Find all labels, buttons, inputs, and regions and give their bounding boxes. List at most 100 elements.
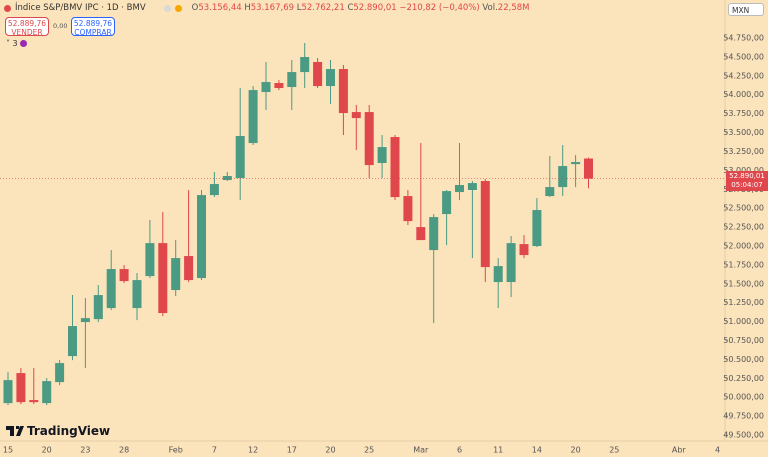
candle-body [68,326,77,357]
y-tick-label: 53.750,00 [723,109,764,118]
candle-body [184,256,194,281]
sell-button[interactable]: 52.889,76 VENDER [5,17,49,37]
ohlc: O53.156,44 H53.167,69 L52.762,21 C52.890… [192,3,530,13]
x-tick-label: Feb [169,446,183,455]
candle-body [248,90,258,144]
y-tick-label: 54.000,00 [723,90,764,99]
x-tick-label: 25 [364,446,374,455]
candle-body [558,166,568,188]
ohlc-value: 52.890,01 [353,3,397,13]
candle-body [145,243,155,277]
y-tick-label: 50.250,00 [723,374,764,383]
ohlc-key: H [244,3,251,13]
candle-body [209,184,219,196]
candle-body [29,400,39,403]
candle-body [429,217,439,251]
candle-body [261,82,271,93]
candle-body [55,363,65,383]
status-dot [163,4,171,12]
y-tick-label: 52.500,00 [723,204,764,213]
candle-body [584,158,593,179]
y-tick-label: 52.000,00 [723,241,764,250]
candle-body [467,183,477,191]
candle-body [119,269,129,282]
y-tick-label: 54.750,00 [723,34,764,43]
indicators-toggle[interactable]: ˅ 3 [6,39,28,48]
symbol-title[interactable]: Índice S&P/BMV IPC · 1D · BMV [15,3,146,13]
x-tick-label: Mar [413,446,429,455]
indicator-count: 3 [12,39,18,48]
brand-logo[interactable]: TradingView [6,424,110,438]
candle-body [519,244,529,256]
candle-body [480,181,490,268]
volume-key: Vol. [482,3,498,13]
brand-mark [6,426,24,436]
ohlc-key: L [296,3,302,13]
y-tick-label: 54.500,00 [723,52,764,61]
candle-body [197,195,206,279]
y-tick-label: 50.500,00 [723,355,764,364]
x-tick-label: 6 [457,446,462,455]
countdown: 05:04:07 [731,180,763,189]
x-tick-label: 12 [248,446,258,455]
x-tick-label: 15 [3,446,13,455]
candle-body [222,176,232,181]
y-tick-label: 52.250,00 [723,223,764,232]
indicator-icon [20,40,28,47]
candle-body [3,380,13,404]
x-tick-label: 17 [287,446,297,455]
y-tick-label: 50.750,00 [723,336,764,345]
candle-body [106,269,116,309]
header: Índice S&P/BMV IPC · 1D · BMV O53.156,44… [4,3,529,13]
candle-body [403,196,413,222]
candle-body [235,136,245,179]
volume: 22,58M [497,3,530,13]
currency[interactable]: MXN [728,3,764,16]
status-dot [174,4,182,12]
candle-body [93,295,103,320]
x-tick-label: 25 [609,446,619,455]
y-tick-label: 51.500,00 [723,279,764,288]
y-tick-label: 54.250,00 [723,71,764,80]
brand-text: TradingView [27,424,111,438]
y-tick-label: 51.750,00 [723,260,764,269]
candle-body [532,210,542,247]
y-tick-label: 53.500,00 [723,128,764,137]
last-price: 52.890,01 [729,171,765,180]
candle-body [80,318,90,323]
candle-body [493,266,503,283]
spread: 0,00 [53,22,68,30]
candle-body [287,72,297,88]
symbol-icon [4,4,11,12]
candle-body [416,227,426,241]
y-tick-label: 53.250,00 [723,147,764,156]
x-tick-label: 7 [212,446,217,455]
y-tick-label: 51.000,00 [723,317,764,326]
candle-body [300,57,310,73]
candle-body [455,185,464,193]
x-tick-label: 20 [42,446,52,455]
candle-body [313,62,323,87]
candle-body [442,191,452,215]
x-tick-label: 4 [715,446,720,455]
y-tick-label: 50.000,00 [723,393,764,402]
x-tick-label: 20 [571,446,581,455]
sell-price: 52.889,76 [7,19,47,28]
x-tick-label: 23 [80,446,90,455]
buy-price: 52.889,76 [73,19,113,28]
ohlc-key: C [347,3,354,13]
last-price-label: 52.890,01 05:04:07 [726,170,768,191]
x-tick-label: Abr [672,446,687,455]
candle-body [506,243,516,283]
candle-body [571,162,581,165]
y-tick-label: 49.750,00 [723,412,764,421]
candle-body [338,69,348,114]
candle-body [545,187,555,197]
buy-button[interactable]: 52.889,76 COMPRAR [71,17,115,37]
y-tick-label: 49.500,00 [723,431,764,440]
candle-body [171,258,181,291]
ohlc-value: 53.167,69 [250,3,295,13]
candle-body [274,83,284,89]
